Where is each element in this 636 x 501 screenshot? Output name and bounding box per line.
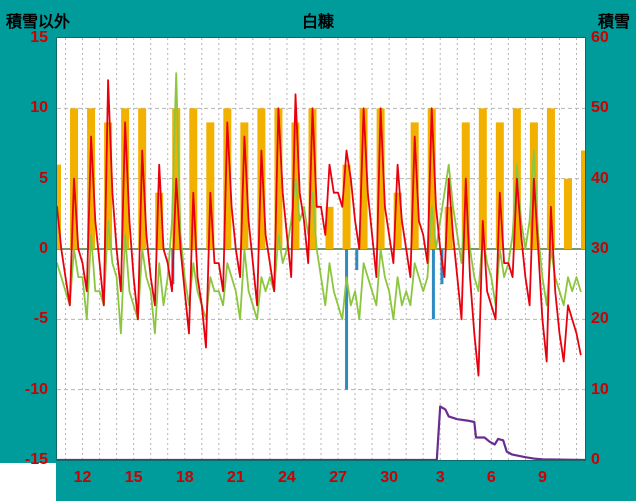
yellow_bars-bar	[427, 108, 436, 249]
right-axis-title: 積雪	[597, 14, 630, 31]
station-title: 白糠	[301, 14, 334, 31]
x-tick-label: 24	[278, 469, 296, 486]
yellow_bars-bar	[563, 178, 572, 249]
y-left-tick-label: 0	[39, 240, 48, 257]
blue_bars-bar	[345, 249, 349, 390]
y-right-tick-label: 30	[591, 240, 609, 257]
yellow_bars-bar	[410, 122, 419, 249]
snow_depth_purple_line	[57, 405, 585, 460]
red_line	[57, 79, 582, 377]
yellow_bars-bar	[444, 206, 453, 249]
y-left-tick-label: -5	[33, 310, 48, 328]
x-tick-label: 12	[73, 469, 92, 486]
yellow_bars-bar	[308, 108, 317, 249]
yellow_bars-bar	[342, 164, 351, 249]
yellow_bars-bar	[478, 108, 487, 249]
yellow_bars-bar	[206, 122, 215, 249]
yellow_bars-bar	[104, 122, 113, 249]
yellow_bars-bar	[359, 108, 368, 249]
yellow_bars-bar	[495, 122, 504, 249]
y-left-tick-label: 10	[30, 99, 48, 117]
bottom-left-corner	[0, 463, 56, 501]
y-left-tick-label: 15	[30, 29, 48, 46]
yellow_bars-bar	[581, 150, 585, 249]
blue_bars-bar	[355, 249, 359, 271]
chart-canvas	[57, 38, 585, 460]
yellow_bars-bar	[325, 206, 334, 249]
yellow_bars-bar	[155, 192, 164, 249]
yellow_bars-bar	[223, 108, 232, 249]
x-tick-label: 18	[175, 469, 194, 486]
yellow_bars-bar	[189, 108, 198, 249]
y-left-tick-label: 5	[39, 169, 48, 187]
x-tick-label: 15	[124, 469, 143, 486]
yellow_bars-bar	[546, 108, 555, 249]
yellow_bars-bar	[240, 122, 249, 249]
y-right-tick-label: 0	[591, 451, 600, 468]
green_line	[57, 72, 582, 335]
yellow_bars-bar	[376, 108, 385, 249]
yellow_bars-bar	[87, 108, 96, 249]
y-right-tick-label: 50	[591, 99, 609, 117]
yellow_bars-bar	[393, 192, 402, 249]
x-tick-label: 3	[435, 469, 445, 486]
x-tick-label: 27	[329, 469, 347, 486]
left-axis-title: 積雪以外	[6, 14, 71, 31]
y-right-tick-label: 10	[591, 380, 609, 398]
y-left-tick-label: -10	[24, 380, 48, 398]
yellow_bars-bar	[57, 164, 61, 249]
x-tick-label: 21	[226, 469, 245, 486]
yellow_bars-bar	[274, 108, 283, 249]
yellow_bars-bar	[121, 108, 130, 249]
y-right-tick-label: 20	[591, 310, 609, 328]
x-tick-label: 9	[537, 469, 547, 486]
y-right-tick-label: 40	[591, 169, 609, 187]
y-right-tick-label: 60	[591, 29, 609, 46]
x-tick-label: 6	[486, 469, 496, 486]
blue_bars-bar	[431, 249, 435, 320]
x-tick-label: 30	[380, 469, 399, 486]
plot-area	[56, 37, 586, 461]
blue_bars-bar	[440, 249, 444, 285]
y-left-tick-label: -15	[24, 451, 48, 468]
